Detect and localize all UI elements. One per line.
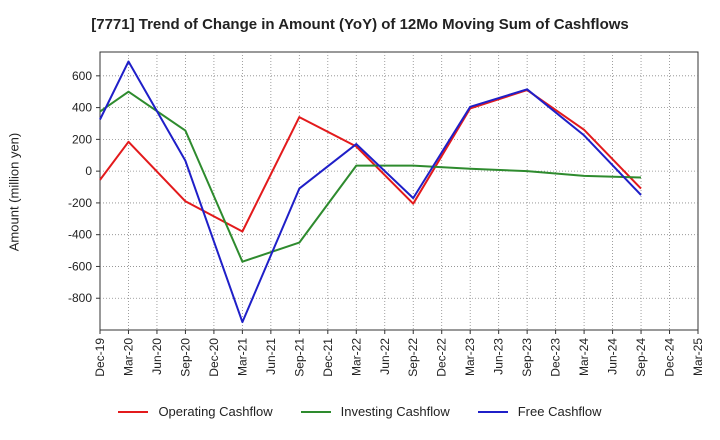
legend-item-operating-cashflow: Operating Cashflow	[118, 404, 273, 419]
x-tick-label: Mar-25	[691, 338, 705, 376]
x-tick-label: Jun-21	[264, 338, 278, 375]
x-tick-label: Mar-21	[235, 338, 249, 376]
x-tick-label: Sep-24	[634, 338, 648, 377]
legend: Operating Cashflow Investing Cashflow Free…	[0, 404, 720, 419]
y-tick-label: 0	[85, 164, 92, 178]
x-tick-label: Dec-23	[549, 338, 563, 377]
legend-swatch	[477, 410, 508, 413]
free-cashflow-line	[99, 60, 642, 324]
x-tick-label: Dec-22	[435, 338, 449, 377]
series-lines	[99, 60, 642, 324]
legend-item-investing-cashflow: Investing Cashflow	[300, 404, 450, 419]
grid-lines	[100, 52, 698, 330]
y-tick-label: 200	[72, 132, 92, 146]
legend-label: Free Cashflow	[517, 404, 602, 419]
y-tick-label: -200	[68, 196, 92, 210]
x-tick-label: Mar-24	[577, 338, 591, 376]
x-tick-label: Mar-20	[121, 338, 135, 376]
y-tick-label: -600	[68, 259, 92, 273]
x-tick-label: Jun-24	[606, 338, 620, 375]
chart-title: [7771] Trend of Change in Amount (YoY) o…	[91, 16, 629, 33]
x-tick-label: Mar-23	[463, 338, 477, 376]
legend-item-free-cashflow: Free Cashflow	[477, 404, 602, 419]
x-tick-label: Sep-23	[520, 338, 534, 377]
legend-label: Operating Cashflow	[158, 404, 273, 419]
y-tick-label: -800	[68, 291, 92, 305]
x-tick-label: Dec-24	[663, 338, 677, 377]
x-tick-label: Mar-22	[349, 338, 363, 376]
legend-label: Investing Cashflow	[340, 404, 450, 419]
plot-frame	[99, 51, 699, 331]
legend-swatch	[300, 410, 331, 413]
x-tick-label: Jun-22	[378, 338, 392, 375]
y-tick-labels: 600 400 200 0 -200 -400 -600 -800	[68, 69, 100, 305]
y-tick-label: -400	[68, 228, 92, 242]
x-tick-label: Dec-19	[93, 338, 107, 377]
legend-swatch	[118, 410, 149, 413]
investing-cashflow-line	[99, 90, 642, 263]
y-tick-label: 600	[72, 69, 92, 83]
x-tick-label: Jun-23	[492, 338, 506, 375]
x-tick-labels: Dec-19 Mar-20 Jun-20 Sep-20 Dec-20 Mar-21 Jun-…	[93, 330, 705, 377]
x-tick-label: Sep-20	[178, 338, 192, 377]
x-tick-label: Sep-22	[406, 338, 420, 377]
x-tick-label: Dec-21	[321, 338, 335, 377]
x-tick-label: Dec-20	[207, 338, 221, 377]
operating-cashflow-line	[99, 89, 642, 233]
x-tick-label: Sep-21	[292, 338, 306, 377]
y-tick-label: 400	[72, 101, 92, 115]
x-tick-label: Jun-20	[150, 338, 164, 375]
